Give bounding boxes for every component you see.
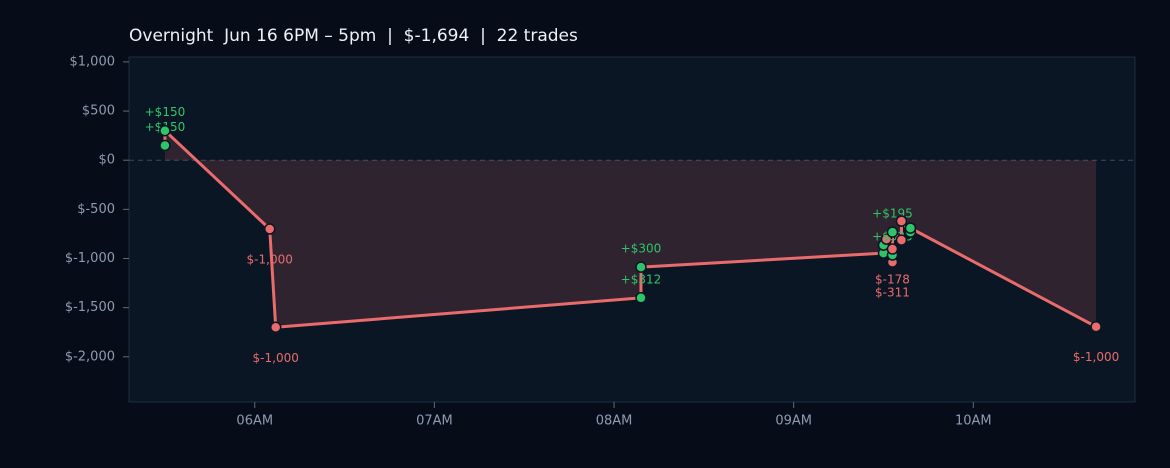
trade-label: $-1,000 (1073, 350, 1119, 364)
x-tick-label: 06AM (236, 414, 273, 429)
trade-point (635, 292, 647, 304)
trade-point (1090, 320, 1102, 333)
trade-label: +$195 (872, 207, 913, 221)
chart-title: Overnight Jun 16 6PM – 5pm | $-1,694 | 2… (129, 26, 578, 46)
trade-point (895, 215, 908, 227)
trade-point (886, 243, 899, 255)
trade-label: $-1,000 (253, 351, 299, 365)
x-tick-label: 09AM (775, 414, 812, 429)
trade-point (904, 222, 917, 234)
y-tick-label: $-1,000 (65, 251, 115, 266)
y-tick-label: $0 (98, 153, 115, 168)
trade-point (263, 223, 276, 235)
x-tick-label: 10AM (955, 414, 992, 429)
trade-point (159, 139, 171, 152)
trade-label: +$312 (621, 272, 662, 286)
trade-point (895, 234, 908, 246)
x-tick-label: 07AM (416, 414, 453, 429)
trade-point (635, 261, 647, 273)
y-tick-label: $-2,000 (65, 349, 115, 364)
trade-label: +$150 (145, 105, 186, 119)
equity-area (164, 130, 1097, 328)
y-tick-label: $1,000 (70, 54, 116, 69)
y-tick-label: $-1,500 (65, 300, 115, 315)
plot-area (128, 56, 1136, 403)
trade-label: $-178 (875, 273, 910, 287)
x-tick-label: 08AM (596, 414, 633, 429)
y-tick-label: $500 (82, 104, 115, 119)
trade-point (269, 321, 282, 334)
trade-point (886, 226, 899, 238)
trade-point (159, 124, 171, 137)
trade-label: $-1,000 (247, 253, 293, 267)
trade-label: +$300 (621, 242, 662, 256)
trade-label: $-311 (875, 286, 910, 300)
y-tick-label: $-500 (77, 202, 115, 217)
